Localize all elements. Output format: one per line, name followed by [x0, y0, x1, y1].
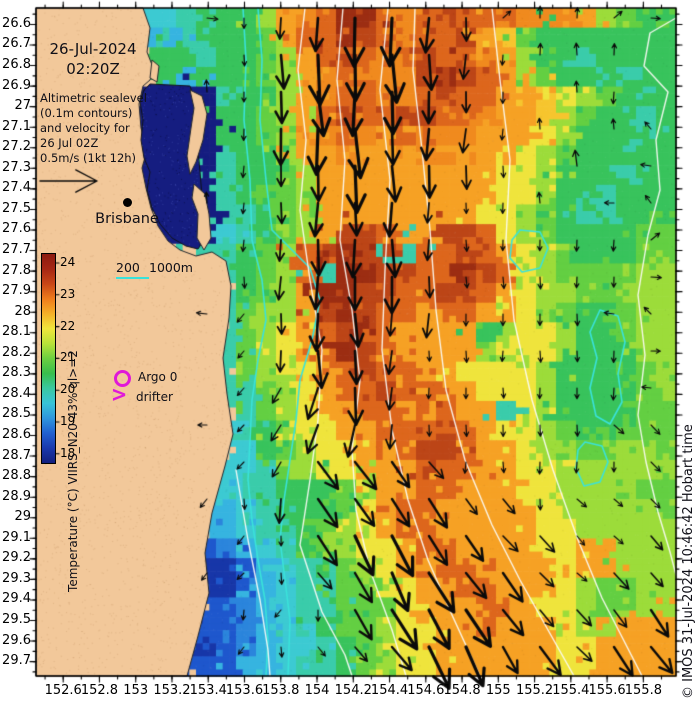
- info-line-1: Altimetric sealevel: [40, 91, 147, 105]
- y-tick-label: 27.2: [2, 139, 31, 155]
- y-tick-label: 26.7: [2, 36, 31, 52]
- x-tick-label: 154.4: [370, 683, 409, 698]
- x-tick-label: 155: [485, 683, 511, 698]
- x-tick-label: 154: [304, 683, 330, 698]
- y-tick-label: 27.7: [2, 242, 31, 258]
- argo-marker-icon: [114, 370, 131, 387]
- drifter-label: drifter: [136, 390, 173, 404]
- brisbane-label: Brisbane: [95, 211, 159, 227]
- colorbar-tick-label: 21: [60, 350, 76, 365]
- x-tick-label: 154.8: [443, 683, 481, 698]
- y-tick-label: 28.1: [2, 324, 31, 340]
- argo-label: Argo 0: [138, 370, 178, 384]
- info-line-5: 0.5m/s (1kt 12h): [40, 151, 137, 165]
- time-label: 02:20Z: [66, 60, 120, 78]
- y-tick-label: 28.2: [2, 344, 31, 360]
- temperature-colorbar: [41, 253, 56, 464]
- x-tick-label: 153.6: [225, 683, 264, 698]
- x-tick-label: 153.2: [153, 683, 191, 698]
- x-tick-label: 155.4: [552, 683, 590, 698]
- colorbar-tick-label: 23: [60, 286, 76, 301]
- info-line-4: 26 Jul 02Z: [40, 136, 99, 150]
- colorbar-tick-label: 18: [60, 445, 76, 460]
- y-tick-label: 28.3: [2, 365, 31, 381]
- x-tick-label: 155.8: [624, 683, 662, 698]
- isobath-legend-line: [116, 277, 149, 279]
- y-tick-label: 27.3: [2, 159, 31, 175]
- y-tick-label: 28.5: [2, 406, 31, 422]
- x-tick-label: 153.4: [189, 683, 227, 698]
- x-tick-label: 155.2: [515, 683, 554, 698]
- x-tick-label: 152.6: [44, 683, 82, 698]
- isobath-200-label: 200: [116, 260, 140, 275]
- isobath-1000-label: 1000m: [149, 260, 193, 275]
- y-tick-label: 28.8: [2, 468, 31, 484]
- y-tick-label: 27: [14, 98, 31, 114]
- y-tick-label: 28.4: [2, 385, 31, 401]
- colorbar-title: Temperature (°C) VIIRS_N20 43% ql>=2: [66, 350, 80, 592]
- y-tick-label: 28: [14, 303, 31, 319]
- y-tick-label: 26.6: [2, 15, 31, 31]
- x-tick-label: 152.8: [80, 683, 119, 698]
- y-tick-label: 27.5: [2, 200, 31, 216]
- y-tick-label: 27.4: [2, 180, 31, 196]
- info-line-2: (0.1m contours): [40, 106, 133, 120]
- x-tick-label: 154.2: [334, 683, 372, 698]
- y-tick-label: 26.9: [2, 77, 31, 93]
- y-tick-label: 29.1: [2, 529, 31, 545]
- x-tick-label: 154.6: [407, 683, 445, 698]
- y-tick-label: 27.6: [2, 221, 31, 237]
- y-tick-label: 28.6: [2, 427, 31, 443]
- y-tick-label: 29.6: [2, 632, 31, 648]
- y-tick-label: 29.5: [2, 612, 31, 627]
- colorbar-tick-label: 19: [60, 414, 76, 428]
- y-tick-label: 27.8: [2, 262, 31, 278]
- y-tick-label: 29.7: [2, 653, 31, 669]
- x-tick-label: 153: [123, 683, 149, 698]
- imos-watermark: © IMOS 31-Jul-2024 10:46:42 Hobart time: [681, 424, 696, 699]
- info-line-3: and velocity for: [40, 121, 130, 135]
- y-tick-label: 28.7: [2, 447, 31, 463]
- y-tick-label: 27.9: [2, 283, 31, 299]
- colorbar-tick-label: 20: [60, 382, 76, 397]
- colorbar-tick-label: 22: [60, 318, 76, 333]
- brisbane-dot: [123, 198, 132, 207]
- drifter-marker-icon: >: [110, 382, 128, 408]
- y-tick-label: 29.4: [2, 591, 31, 607]
- colorbar-tick-label: 24: [60, 255, 76, 269]
- y-tick-label: 26.8: [2, 57, 31, 73]
- y-tick-label: 29: [14, 509, 31, 525]
- x-tick-label: 153.8: [262, 683, 300, 698]
- y-tick-label: 28.9: [2, 488, 31, 504]
- x-tick-label: 155.6: [588, 683, 626, 698]
- date-label: 26-Jul-2024: [49, 40, 137, 58]
- y-tick-label: 29.3: [2, 570, 31, 586]
- altimetry-info-block: Altimetric sealevel (0.1m contours) and …: [40, 91, 147, 166]
- y-tick-label: 29.2: [2, 550, 31, 566]
- y-tick-label: 27.1: [2, 118, 31, 134]
